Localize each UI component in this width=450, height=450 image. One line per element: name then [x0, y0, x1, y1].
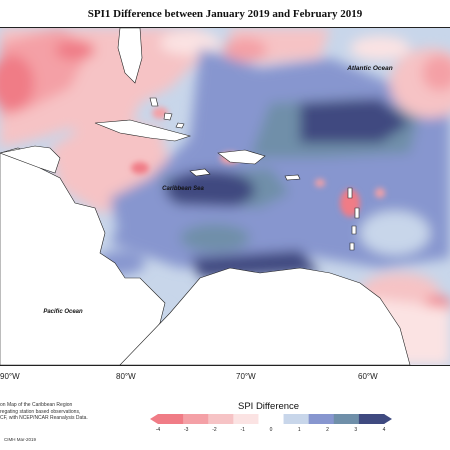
legend-tick-label: -2	[212, 427, 217, 433]
legend-tick-label: 3	[354, 427, 358, 433]
legend-swatch	[208, 414, 234, 424]
longitude-label-60w: 60°W	[358, 372, 378, 381]
land-masses	[0, 28, 411, 365]
south-america-land	[119, 267, 411, 365]
longitude-label-80w: 80°W	[116, 372, 136, 381]
longitude-label-70w: 70°W	[236, 372, 256, 381]
map-credits: on Map of the Caribbean Region regating …	[0, 402, 120, 422]
legend-swatch	[283, 414, 310, 424]
legend-tick-label: -3	[184, 427, 189, 433]
legend-swatch	[183, 414, 209, 424]
spi-field	[0, 28, 450, 365]
legend-swatch	[308, 414, 335, 424]
legend-arrow-left	[150, 414, 158, 424]
credit-line: regating station based observations,	[0, 408, 81, 415]
map-panel[interactable]: Atlantic Ocean Caribbean Sea Pacific Oce…	[0, 27, 450, 366]
credit-line: CF, with NCEP/NCAR Reanalysis Data.	[0, 415, 88, 421]
legend-swatch	[158, 414, 184, 424]
legend-swatch	[233, 414, 259, 424]
legend-tick-label: -4	[155, 427, 161, 433]
credit-date: CIMH Mar-2019	[4, 437, 37, 442]
legend-tick-label: -1	[240, 427, 245, 433]
legend-swatch	[333, 414, 360, 424]
legend-colorbar	[150, 414, 392, 424]
legend-swatch	[358, 414, 385, 424]
atlantic-ocean-label: Atlantic Ocean	[346, 65, 393, 72]
caribbean-sea-label: Caribbean Sea	[162, 186, 204, 192]
legend-tick-label: 2	[326, 427, 329, 433]
pacific-ocean-label: Pacific Ocean	[43, 309, 83, 315]
legend-tick-label: 1	[297, 427, 301, 433]
longitude-label-90w: 90°W	[0, 372, 20, 381]
legend-arrow-right	[384, 414, 392, 424]
legend-tick-label: 4	[382, 427, 386, 433]
cuba-land	[94, 119, 192, 142]
map-title: SPI1 Difference between January 2019 and…	[87, 8, 363, 20]
legend-title: SPI Difference	[238, 401, 300, 412]
legend-tick-label: 0	[269, 427, 273, 433]
legend-swatch	[258, 414, 285, 424]
credit-line: on Map of the Caribbean Region	[0, 402, 73, 408]
spi-map-svg: Atlantic Ocean Caribbean Sea Pacific Oce…	[0, 28, 450, 365]
